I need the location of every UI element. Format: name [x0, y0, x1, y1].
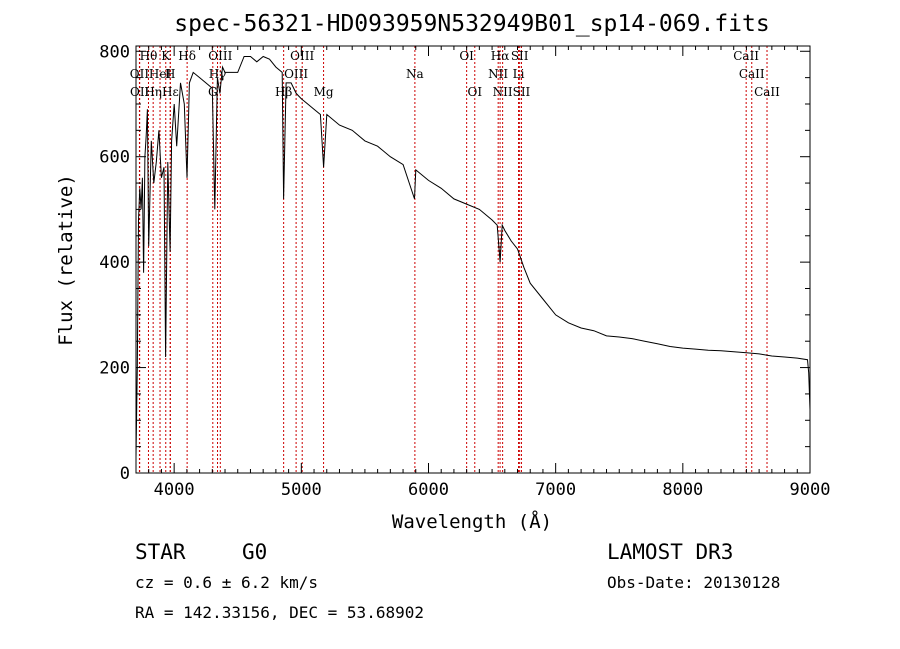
spectral-line-label: OI	[459, 49, 474, 63]
spectral-line-label: Hθ	[140, 49, 158, 63]
spectral-line-label: SII	[513, 85, 531, 99]
spectral-line-label: Hδ	[178, 49, 196, 63]
spectral-line-label: Hη	[144, 85, 162, 99]
spectral-line-label: HeI	[149, 67, 172, 81]
y-tick-label: 600	[99, 148, 130, 168]
spectral-line-label: OIII	[208, 49, 232, 63]
info-panel: STAR G0 LAMOST DR3 cz = 0.6 ± 6.2 km/s O…	[135, 540, 780, 622]
spectral-line-label: K	[161, 49, 171, 63]
spectral-line-label: H	[165, 67, 175, 81]
y-tick-label: 400	[99, 253, 130, 273]
spectral-line-label: OII	[130, 85, 150, 99]
spectral-line-label: OIII	[290, 49, 314, 63]
spectral-line-label: NII	[493, 85, 513, 99]
coordinates: RA = 142.33156, DEC = 53.68902	[135, 603, 424, 622]
spectral-line-label: Hβ	[275, 85, 292, 99]
x-axis: 4000 5000 6000 7000 8000 9000	[135, 46, 831, 500]
x-axis-label: Wavelength (Å)	[392, 510, 552, 533]
spectral-line-label: SII	[511, 49, 529, 63]
chart-title: spec-56321-HD093959N532949B01_sp14-069.f…	[174, 11, 769, 37]
x-tick-label: 6000	[408, 480, 449, 500]
spectral-line-label: OIII	[284, 67, 308, 81]
y-axis: 0 200 400 600 800	[99, 42, 810, 484]
object-type: STAR	[135, 540, 186, 564]
spectral-line-label: CaII	[754, 85, 780, 99]
x-tick-label: 8000	[662, 480, 703, 500]
y-tick-label: 0	[120, 464, 130, 484]
spectral-line-label: Hε	[162, 85, 179, 99]
x-tick-label: 5000	[281, 480, 322, 500]
x-tick-label: 9000	[790, 480, 831, 500]
y-axis-label: Flux (relative)	[55, 174, 77, 346]
x-tick-label: 4000	[154, 480, 195, 500]
spectrum-line	[135, 55, 811, 458]
observation-date: Obs-Date: 20130128	[607, 573, 780, 592]
spectral-line-label: OI	[467, 85, 482, 99]
y-tick-label: 200	[99, 359, 130, 379]
survey-name: LAMOST DR3	[607, 540, 733, 564]
y-tick-label: 800	[99, 42, 130, 62]
spectral-line-label: CaII	[739, 67, 765, 81]
redshift-cz: cz = 0.6 ± 6.2 km/s	[135, 573, 318, 592]
spectral-line-label: CaII	[733, 49, 759, 63]
spectral-line-label: Li	[513, 67, 525, 81]
spectral-line-markers	[138, 46, 768, 473]
spectral-line-label: OII	[130, 67, 150, 81]
x-tick-label: 7000	[535, 480, 576, 500]
spectral-line-label: Hα	[491, 49, 510, 63]
subclass: G0	[242, 540, 267, 564]
spectral-line-label: Mg	[314, 85, 334, 99]
plot-frame	[135, 45, 811, 474]
spectral-line-label: NII	[488, 67, 508, 81]
spectral-line-label: Na	[406, 67, 424, 81]
